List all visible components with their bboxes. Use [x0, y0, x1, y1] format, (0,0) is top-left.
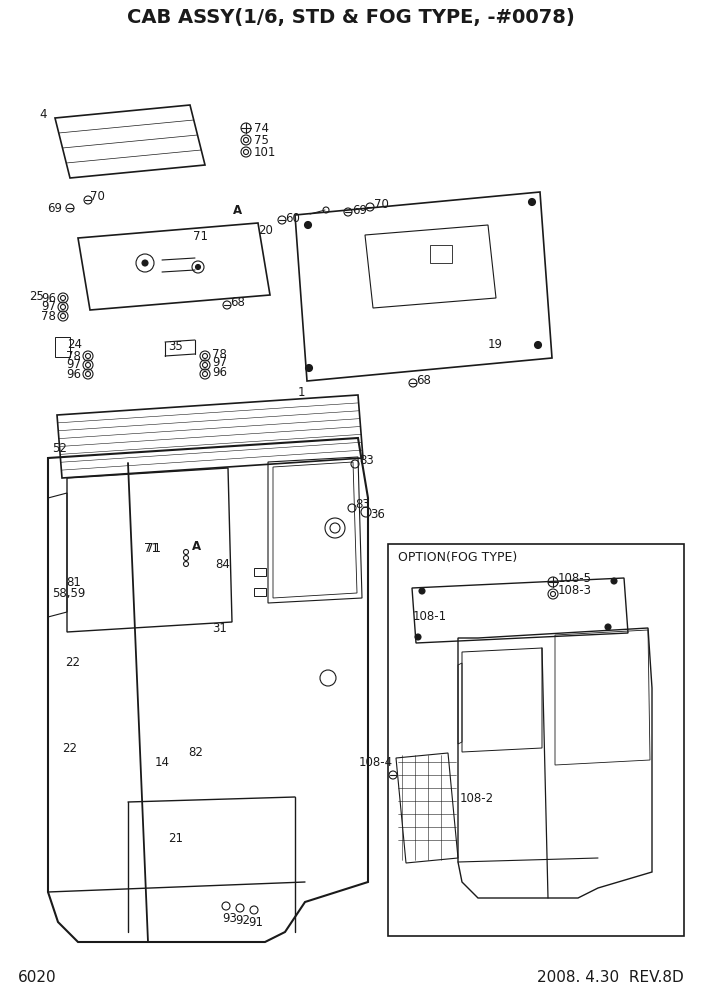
Circle shape — [534, 341, 541, 348]
Text: 92: 92 — [235, 914, 250, 927]
Text: 91: 91 — [248, 916, 263, 929]
Text: 83: 83 — [355, 499, 370, 512]
Text: 97: 97 — [66, 358, 81, 371]
Bar — [55, 337, 70, 357]
Text: A: A — [233, 203, 242, 216]
Text: 20: 20 — [258, 223, 273, 236]
Text: 21: 21 — [168, 831, 183, 844]
Text: 81: 81 — [66, 575, 81, 588]
Circle shape — [419, 588, 425, 594]
Text: 22: 22 — [62, 741, 77, 755]
Text: 71: 71 — [144, 543, 159, 556]
Circle shape — [142, 260, 148, 266]
Text: 96: 96 — [212, 365, 227, 379]
Text: 24: 24 — [67, 337, 82, 350]
Text: 108-4: 108-4 — [359, 757, 393, 770]
Text: 101: 101 — [254, 146, 277, 159]
Text: 22: 22 — [65, 657, 80, 670]
Text: 52: 52 — [52, 441, 67, 454]
Text: 4: 4 — [39, 108, 47, 121]
Text: 84: 84 — [215, 558, 230, 570]
Text: 1: 1 — [298, 386, 305, 399]
Text: 78: 78 — [212, 347, 227, 360]
Text: 60: 60 — [285, 211, 300, 224]
Circle shape — [529, 198, 536, 205]
Text: 69: 69 — [47, 201, 62, 214]
Bar — [388, 544, 684, 936]
Text: 68: 68 — [416, 375, 431, 388]
Text: 31: 31 — [212, 622, 227, 635]
Text: 78: 78 — [66, 349, 81, 362]
Text: 78: 78 — [41, 310, 56, 322]
Text: 70: 70 — [90, 190, 105, 203]
Text: 70: 70 — [374, 198, 389, 211]
Circle shape — [305, 364, 312, 371]
Text: 97: 97 — [212, 356, 227, 369]
Text: 75: 75 — [254, 134, 269, 147]
Text: 96: 96 — [66, 367, 81, 381]
Text: 96: 96 — [41, 292, 56, 305]
Text: 71: 71 — [146, 542, 161, 555]
Text: 71: 71 — [193, 230, 208, 243]
Text: 14: 14 — [155, 756, 170, 769]
Text: 108-2: 108-2 — [460, 792, 494, 805]
Circle shape — [305, 221, 312, 228]
Text: 93: 93 — [222, 912, 237, 925]
Circle shape — [611, 578, 617, 584]
Text: 108-1: 108-1 — [413, 610, 447, 624]
Text: OPTION(FOG TYPE): OPTION(FOG TYPE) — [398, 551, 517, 563]
Text: 36: 36 — [370, 509, 385, 522]
Text: 83: 83 — [359, 453, 373, 466]
Text: 108-3: 108-3 — [558, 584, 592, 597]
Text: 25: 25 — [29, 290, 44, 303]
Text: 74: 74 — [254, 121, 269, 135]
Text: A: A — [192, 541, 201, 554]
Text: 108-5: 108-5 — [558, 572, 592, 585]
Bar — [430, 245, 452, 263]
Circle shape — [605, 624, 611, 630]
Bar — [254, 588, 266, 596]
Circle shape — [415, 634, 421, 640]
Text: 82: 82 — [188, 746, 203, 759]
Text: 97: 97 — [41, 301, 56, 313]
Text: 58,59: 58,59 — [52, 587, 86, 600]
Text: 68: 68 — [230, 297, 245, 310]
Text: 69: 69 — [352, 203, 367, 216]
Text: 35: 35 — [168, 340, 183, 353]
Text: 6020: 6020 — [18, 970, 57, 985]
Text: 2008. 4.30  REV.8D: 2008. 4.30 REV.8D — [537, 970, 684, 985]
Text: 19: 19 — [488, 338, 503, 351]
Circle shape — [195, 265, 201, 270]
Text: CAB ASSY(1/6, STD & FOG TYPE, -#0078): CAB ASSY(1/6, STD & FOG TYPE, -#0078) — [127, 9, 575, 28]
Bar — [254, 568, 266, 576]
